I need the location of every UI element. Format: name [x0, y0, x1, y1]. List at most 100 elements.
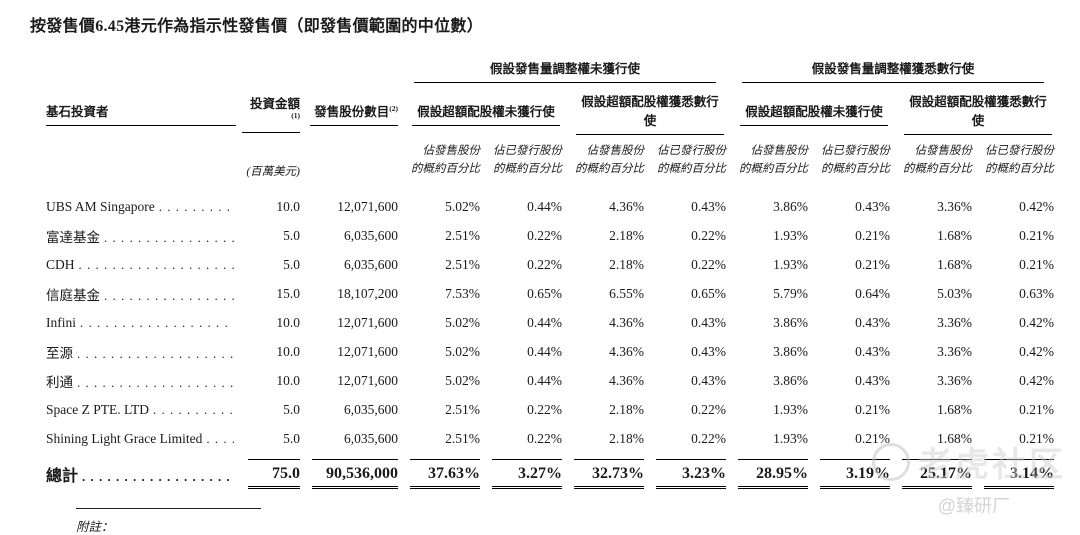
col-header-investor: 基石投資者: [46, 83, 236, 135]
pct-issued-adj-exer: 0.21%: [1019, 402, 1055, 418]
pct-offer-noadj-exer: 2.18%: [609, 257, 644, 273]
pct-offer-noadj-noexer: 5.02%: [445, 344, 480, 360]
investor-name: Space Z PTE. LTD: [46, 402, 149, 418]
subcol-spacer: [300, 135, 398, 193]
pct-issued-adj-exer: 0.21%: [1019, 257, 1055, 273]
investor-name: 利通: [46, 375, 73, 391]
pct-offer-noadj-exer: 2.18%: [609, 228, 644, 244]
pct-issued-noadj-exer: 0.22%: [691, 228, 727, 244]
pct-issued-noadj-noexer: 0.22%: [527, 228, 562, 244]
pct-offer-noadj-noexer: 5.02%: [445, 373, 480, 389]
total-pct: 25.17%: [890, 454, 973, 494]
pct-offer-noadj-exer: 4.36%: [609, 315, 644, 331]
pct-issued-noadj-noexer: 0.44%: [527, 199, 562, 215]
investor-name: UBS AM Singapore: [46, 199, 155, 215]
investor-name: 信庭基金: [46, 288, 100, 304]
subcol-pct-offer-shares: 佔發售股份 的概約百分比: [903, 145, 973, 175]
investor-name: 富達基金: [46, 230, 100, 246]
investment-amount: 5.0: [283, 257, 300, 273]
group-header-label: 假設發售量調整權未獲行使: [414, 58, 717, 83]
subcol-pct-issued-shares: 佔已發行股份 的概約百分比: [821, 145, 891, 175]
investor-name-cell: CDH: [46, 251, 236, 280]
pct-offer-noadj-exer: 6.55%: [609, 286, 644, 302]
subgroup-header-overallot-exercised: 假設超額配股權獲悉數行使: [562, 83, 726, 135]
cornerstone-investors-table: 假設發售量調整權未獲行使 假設發售量調整權獲悉數行使 基石投資者 投資金額(1): [46, 58, 1055, 494]
shares-header-label: 發售股份數目: [314, 104, 390, 119]
pct-issued-adj-noexer: 0.43%: [855, 315, 891, 331]
group-header-spacer: [46, 58, 398, 83]
investor-name-cell: Shining Light Grace Limited: [46, 425, 236, 454]
group-header-row: 假設發售量調整權未獲行使 假設發售量調整權獲悉數行使: [46, 58, 1054, 83]
table-row: 利通 10.0 12,071,600 5.02% 0.44% 4.36% 0.4…: [46, 367, 1054, 396]
watermark-credit: @臻研厂: [937, 496, 1010, 516]
dot-leader: [77, 346, 234, 362]
group-header-no-adjustment: 假設發售量調整權未獲行使: [398, 58, 726, 83]
pct-issued-adj-exer: 0.42%: [1019, 344, 1055, 360]
dot-leader: [79, 257, 234, 273]
table-row: Infini 10.0 12,071,600 5.02% 0.44% 4.36%…: [46, 309, 1054, 338]
offer-shares-count: 12,071,600: [337, 373, 398, 389]
investor-name: 至源: [46, 346, 73, 362]
total-label: 總計: [46, 467, 79, 485]
total-amount: 75.0: [236, 454, 300, 494]
pct-issued-adj-noexer: 0.21%: [855, 402, 891, 418]
subgroup-header-row: 基石投資者 投資金額(1) 發售股份數目(2) 假設超額配股權未獲行使 假設超額: [46, 83, 1054, 135]
table-header: 假設發售量調整權未獲行使 假設發售量調整權獲悉數行使 基石投資者 投資金額(1): [46, 58, 1054, 193]
amount-unit-label: (百萬美元): [246, 165, 300, 178]
investment-amount: 10.0: [276, 315, 300, 331]
pct-offer-adj-noexer: 3.86%: [773, 315, 809, 331]
table-footer: 總計 75.0 90,536,000 37.63% 3.27% 32.73% 3…: [46, 454, 1055, 494]
total-pct: 32.73%: [562, 454, 644, 494]
pct-issued-adj-noexer: 0.43%: [855, 373, 891, 389]
offer-shares-count: 12,071,600: [337, 199, 398, 215]
table-row: 至源 10.0 12,071,600 5.02% 0.44% 4.36% 0.4…: [46, 338, 1054, 367]
pct-offer-noadj-exer: 4.36%: [609, 199, 644, 215]
table-row: Shining Light Grace Limited 5.0 6,035,60…: [46, 425, 1054, 454]
pct-offer-adj-noexer: 1.93%: [773, 257, 809, 273]
total-pct: 3.27%: [480, 454, 562, 494]
investor-name: CDH: [46, 257, 75, 273]
offer-shares-count: 12,071,600: [337, 344, 398, 360]
pct-offer-noadj-noexer: 2.51%: [445, 228, 480, 244]
pct-issued-noadj-exer: 0.65%: [691, 286, 727, 302]
pct-offer-noadj-noexer: 7.53%: [445, 286, 480, 302]
subgroup-header-overallot-exercised: 假設超額配股權獲悉數行使: [890, 83, 1054, 135]
pct-issued-noadj-noexer: 0.22%: [527, 257, 562, 273]
total-row: 總計 75.0 90,536,000 37.63% 3.27% 32.73% 3…: [46, 454, 1055, 494]
pct-offer-noadj-noexer: 2.51%: [445, 402, 480, 418]
dot-leader: [77, 375, 234, 391]
pct-offer-noadj-noexer: 5.02%: [445, 199, 480, 215]
investment-amount: 5.0: [283, 431, 300, 447]
subcol-pct-issued-shares: 佔已發行股份 的概約百分比: [493, 145, 562, 175]
page-title: 按發售價6.45港元作為指示性發售價（即發售價範圍的中位數）: [30, 18, 484, 35]
investment-amount: 5.0: [283, 228, 300, 244]
dot-leader: [82, 468, 234, 486]
investor-name-cell: 信庭基金: [46, 280, 236, 309]
pct-issued-adj-exer: 0.63%: [1019, 286, 1055, 302]
col-header-shares: 發售股份數目(2): [300, 83, 398, 135]
footnote-divider: [76, 507, 261, 509]
pct-issued-noadj-noexer: 0.22%: [527, 402, 562, 418]
pct-issued-adj-exer: 0.42%: [1019, 199, 1055, 215]
pct-offer-adj-noexer: 1.93%: [773, 228, 809, 244]
investment-amount: 10.0: [276, 373, 300, 389]
pct-offer-adj-exer: 1.68%: [937, 431, 973, 447]
dot-leader: [153, 402, 234, 418]
pct-issued-adj-exer: 0.21%: [1019, 431, 1055, 447]
pct-offer-noadj-exer: 4.36%: [609, 344, 644, 360]
subcol-pct-offer-shares: 佔發售股份 的概約百分比: [739, 145, 809, 175]
subcolumn-header-row: (百萬美元) 佔發售股份 的概約百分比 佔已發行股份 的概約百分比 佔發售股份 的概約…: [46, 135, 1054, 193]
pct-offer-adj-exer: 1.68%: [937, 228, 973, 244]
pct-issued-adj-noexer: 0.64%: [855, 286, 891, 302]
pct-offer-adj-exer: 3.36%: [937, 344, 973, 360]
group-header-label: 假設發售量調整權獲悉數行使: [742, 58, 1045, 83]
pct-issued-adj-noexer: 0.21%: [855, 228, 891, 244]
pct-offer-noadj-exer: 2.18%: [609, 431, 644, 447]
offer-shares-count: 6,035,600: [344, 228, 398, 244]
offer-shares-count: 6,035,600: [344, 402, 398, 418]
pct-issued-noadj-exer: 0.43%: [691, 373, 727, 389]
pct-offer-adj-exer: 3.36%: [937, 199, 973, 215]
pct-offer-adj-exer: 3.36%: [937, 315, 973, 331]
pct-offer-adj-noexer: 3.86%: [773, 373, 809, 389]
